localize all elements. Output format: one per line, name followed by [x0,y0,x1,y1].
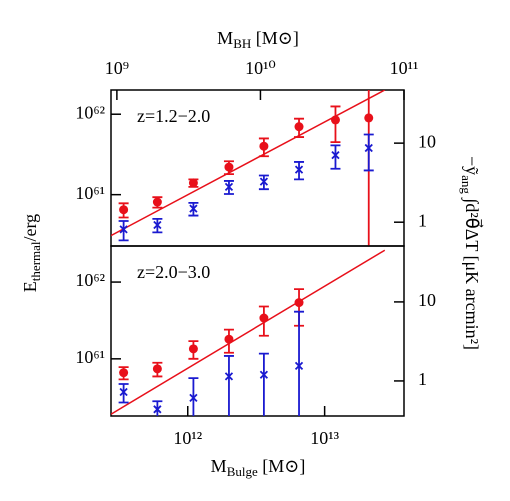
data-point [331,150,340,160]
y2-tick-label: 10 [418,290,436,310]
error-bar [223,355,234,416]
x-tick-label: 10¹² [173,428,202,448]
y2-tick-label: 10 [418,131,436,151]
data-point [294,298,304,308]
x2-tick-label: 10⁹ [105,58,129,78]
fit-line [111,249,386,415]
fit-line [111,90,386,237]
error-bar [188,377,199,416]
y-tick-label: 10⁶¹ [75,183,105,203]
y-axis-label: Ethermal/erg [20,214,43,292]
data-point [119,368,129,378]
x-axis-label-unit: [M⊙] [258,456,306,476]
y2-axis-label-main: −ỹ [462,156,482,175]
data-point [152,364,162,374]
data-point [189,204,198,213]
data-point [330,115,340,125]
data-point [188,178,198,188]
x-axis-label-main: M [211,456,227,476]
x-axis-label: MBulge [M⊙] [211,456,306,479]
data-point [153,405,162,414]
data-point [188,344,198,354]
data-point [294,122,304,132]
panel-annotation: z=1.2−2.0 [137,106,210,126]
error-bar [118,220,129,242]
x2-axis-label-sub: BH [233,36,251,51]
y-tick-label: 10⁶² [75,102,105,122]
x-tick-label: 10¹³ [310,428,339,448]
data-point [364,143,373,153]
y-axis-label-unit: /erg [20,214,40,242]
data-point [294,165,304,174]
x2-axis-label-unit: [M⊙] [251,28,299,48]
data-point [224,162,234,172]
y-axis-label-main: E [20,281,40,292]
y2-axis-label-sub: ang [459,175,474,194]
data-point [224,182,234,191]
data-point [259,370,269,379]
x-axis-label-sub: Bulge [227,464,258,479]
data-point [152,197,162,207]
plot-area [111,249,386,416]
data-point [364,113,374,123]
x2-tick-label: 10¹⁰ [245,58,276,78]
error-bar [330,144,341,170]
x2-axis-label-main: M [217,28,233,48]
data-point [259,313,269,323]
panel-frame [110,245,405,417]
data-point [259,177,269,186]
data-point [189,393,198,403]
x2-axis-label: MBH [M⊙] [217,28,299,51]
y2-tick-label: 1 [418,369,427,389]
data-point [224,334,234,344]
y-axis-label-sub: thermal [28,241,43,281]
x2-tick-label: 10¹¹ [390,58,419,78]
y-tick-label: 10⁶¹ [75,347,105,367]
error-bar [152,400,163,416]
data-point [224,372,234,381]
data-point [119,205,129,215]
data-point [259,141,269,151]
error-bar [258,352,269,416]
error-bar [363,133,374,172]
y2-axis-label-unit: ∫d²θ⃗ΔT [μK arcmin²] [461,194,483,350]
plot-area [111,90,386,246]
data-point [119,225,128,234]
panel-annotation: z=2.0−3.0 [137,262,210,282]
y2-axis-label: −ỹang ∫d²θ⃗ΔT [μK arcmin²] [459,156,483,350]
y2-tick-label: 1 [418,210,427,230]
data-point [294,361,304,370]
y-tick-label: 10⁶² [75,270,105,290]
data-point [119,387,128,397]
data-point [153,220,162,230]
